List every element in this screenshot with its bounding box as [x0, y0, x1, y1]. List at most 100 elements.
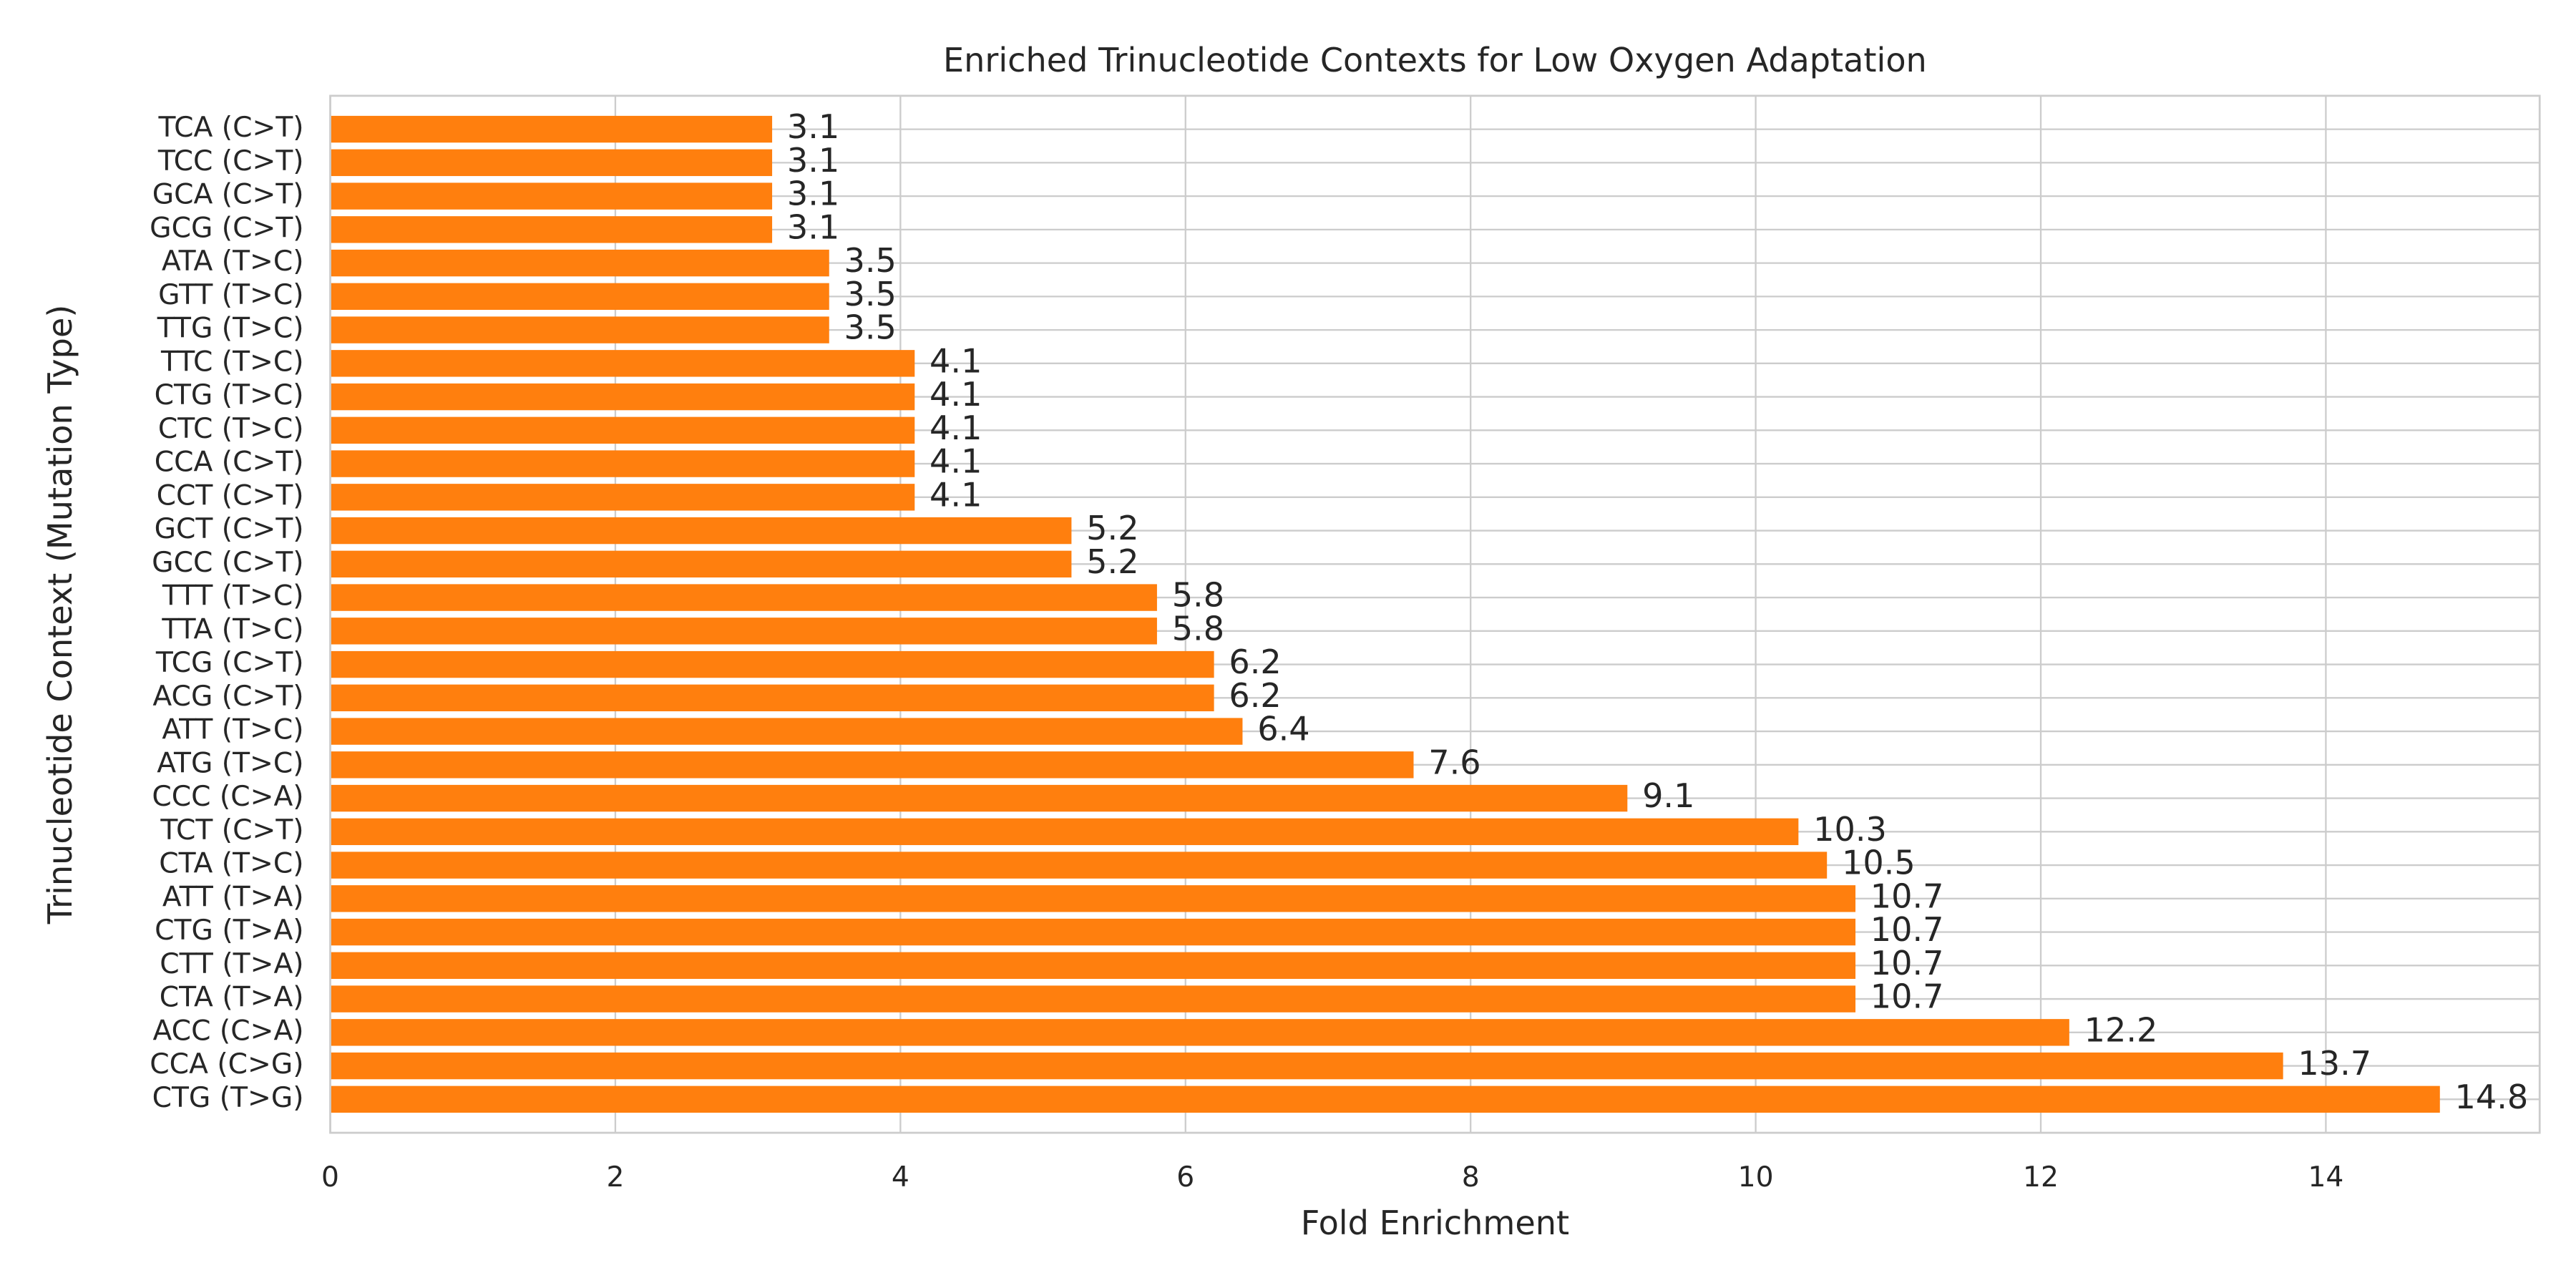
bar	[330, 784, 1628, 812]
y-tick-label: ATA (T>C)	[162, 245, 304, 278]
y-tick-label: GCA (C>T)	[152, 179, 304, 211]
data-label: 5.8	[1172, 576, 1224, 615]
bar	[330, 517, 1072, 545]
data-label: 7.6	[1428, 743, 1480, 781]
y-tick-label: GTT (T>C)	[158, 279, 304, 311]
x-tick-label: 4	[892, 1161, 909, 1194]
y-tick-label: GCT (C>T)	[155, 513, 304, 545]
data-label: 3.1	[787, 175, 839, 213]
data-label: 10.7	[1870, 977, 1944, 1016]
y-tick-label: ACC (C>A)	[153, 1015, 304, 1047]
data-label: 10.7	[1870, 877, 1944, 915]
x-tick-label: 12	[2023, 1161, 2059, 1194]
bar	[330, 718, 1243, 745]
y-tick-label: CCA (C>T)	[155, 447, 304, 479]
data-label: 3.1	[787, 141, 839, 180]
y-tick-label: TCA (C>T)	[157, 112, 303, 144]
data-label: 5.2	[1086, 542, 1138, 581]
y-tick-label: TTA (T>C)	[161, 613, 303, 645]
bar	[330, 316, 829, 343]
bar	[330, 985, 1856, 1013]
y-tick-label: TCT (C>T)	[160, 814, 303, 847]
data-label: 12.2	[2084, 1010, 2158, 1049]
bar	[330, 751, 1414, 779]
y-tick-label: CCC (C>A)	[152, 781, 303, 813]
bar	[330, 618, 1157, 645]
x-tick-label: 0	[321, 1161, 339, 1194]
y-tick-label: CTG (T>G)	[152, 1082, 304, 1114]
y-tick-label: GCG (C>T)	[150, 212, 303, 244]
y-tick-label: TTT (T>C)	[162, 580, 304, 613]
bar	[330, 149, 773, 177]
bar	[330, 450, 915, 477]
bar	[330, 216, 773, 243]
bar	[330, 1085, 2440, 1113]
y-tick-label: CCT (C>T)	[157, 479, 304, 512]
data-label: 14.8	[2455, 1078, 2529, 1116]
data-label: 3.1	[787, 107, 839, 146]
bar	[330, 249, 829, 277]
x-tick-label: 8	[1462, 1161, 1480, 1194]
data-label: 5.2	[1086, 509, 1138, 547]
data-label: 6.2	[1229, 643, 1281, 681]
y-tick-label: TCG (C>T)	[155, 647, 304, 679]
data-label: 10.3	[1813, 810, 1887, 849]
x-tick-label: 6	[1176, 1161, 1194, 1194]
y-tick-label: CTG (T>A)	[155, 914, 303, 947]
bar	[330, 416, 915, 444]
bar	[330, 650, 1214, 678]
bar	[330, 952, 1856, 980]
bar	[330, 283, 829, 311]
y-axis-label: Trinucleotide Context (Mutation Type)	[41, 305, 79, 925]
data-label: 10.7	[1870, 910, 1944, 949]
data-label: 4.1	[930, 442, 982, 481]
data-label: 6.4	[1257, 710, 1309, 748]
y-tick-label: ATT (T>C)	[162, 714, 303, 746]
data-label: 3.5	[844, 241, 897, 280]
y-tick-label: ATT (T>A)	[162, 881, 304, 913]
data-label: 5.8	[1172, 609, 1224, 648]
data-label: 10.5	[1842, 844, 1916, 882]
data-label: 13.7	[2298, 1044, 2371, 1083]
y-tick-label: CCA (C>G)	[150, 1048, 303, 1080]
y-tick-label: CTA (T>A)	[160, 982, 304, 1014]
bar	[330, 1019, 2069, 1046]
x-tick-label: 10	[1738, 1161, 1774, 1194]
bars	[330, 115, 2440, 1113]
data-label: 4.1	[930, 475, 982, 514]
bar	[330, 918, 1856, 946]
bar	[330, 1052, 2283, 1080]
bar	[330, 484, 915, 511]
x-tick-label: 2	[606, 1161, 624, 1194]
bar	[330, 550, 1072, 578]
y-tick-label: GCC (C>T)	[152, 547, 303, 579]
y-tick-label: TCC (C>T)	[157, 145, 304, 177]
y-tick-label: TTG (T>C)	[157, 313, 304, 345]
data-label: 3.1	[787, 208, 839, 246]
y-tick-label: ACG (C>T)	[152, 680, 303, 713]
bar	[330, 584, 1157, 611]
data-label: 3.5	[844, 308, 897, 347]
bar	[330, 115, 773, 143]
data-label: 4.1	[930, 341, 982, 380]
y-tick-label: TTC (T>C)	[160, 346, 304, 378]
data-label: 9.1	[1642, 776, 1694, 815]
y-tick-label: CTC (T>C)	[158, 413, 304, 445]
bar	[330, 182, 773, 210]
y-tick-label: ATG (T>C)	[157, 747, 303, 779]
bar	[330, 885, 1856, 912]
plot-frame	[329, 94, 2541, 1134]
data-label: 10.7	[1870, 944, 1944, 982]
data-label: 6.2	[1229, 676, 1281, 715]
y-tick-label: CTT (T>A)	[160, 948, 303, 980]
bar	[330, 350, 915, 377]
x-axis-label: Fold Enrichment	[1301, 1204, 1569, 1242]
y-tick-label: CTA (T>C)	[159, 848, 303, 880]
x-tick-label: 14	[2308, 1161, 2343, 1194]
data-label: 3.5	[844, 275, 897, 313]
bar	[330, 383, 915, 411]
bar	[330, 684, 1214, 712]
bar	[330, 818, 1799, 846]
chart-title: Enriched Trinucleotide Contexts for Low …	[943, 41, 1927, 79]
